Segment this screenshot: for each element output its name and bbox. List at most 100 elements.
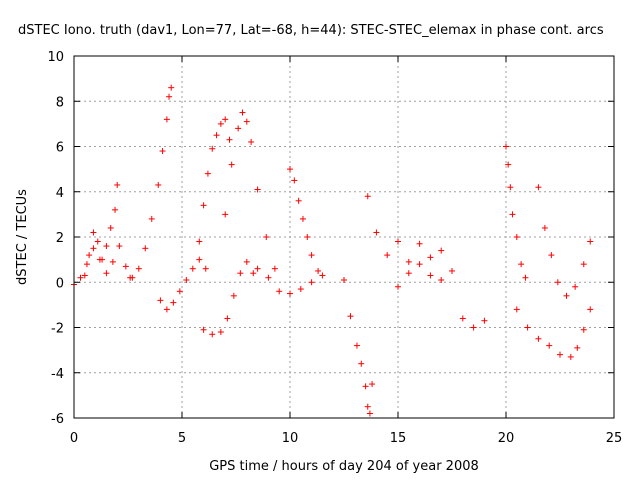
data-point — [112, 206, 119, 213]
data-point — [580, 261, 587, 268]
data-point — [276, 288, 283, 295]
data-point — [142, 245, 149, 252]
data-point — [90, 245, 97, 252]
data-point — [176, 288, 183, 295]
data-point — [503, 143, 509, 150]
data-point — [163, 116, 170, 123]
data-point — [548, 252, 555, 259]
data-point — [77, 274, 84, 281]
data-point — [319, 272, 326, 279]
data-point — [518, 261, 525, 268]
data-point — [196, 238, 203, 245]
data-point — [265, 274, 272, 281]
x-tick-label: 20 — [498, 431, 515, 446]
x-tick-label: 15 — [390, 431, 407, 446]
data-point — [200, 202, 207, 209]
x-tick-label: 10 — [282, 431, 299, 446]
data-point — [308, 252, 315, 259]
data-point — [168, 84, 175, 91]
data-point — [90, 229, 97, 236]
data-point — [122, 263, 129, 270]
data-point — [535, 335, 542, 342]
data-point — [263, 234, 270, 240]
data-point — [362, 383, 369, 390]
data-point — [449, 267, 455, 274]
data-point — [427, 272, 434, 279]
series-arc-09 — [287, 166, 322, 274]
data-point — [416, 240, 423, 247]
data-point — [580, 326, 587, 333]
data-point — [567, 353, 574, 360]
data-point — [369, 381, 376, 388]
data-point — [524, 324, 531, 331]
data-point — [83, 261, 90, 268]
y-tick-label: 10 — [47, 50, 64, 65]
data-point — [513, 306, 520, 313]
data-point — [438, 276, 445, 283]
data-point — [103, 270, 110, 277]
data-point — [291, 177, 298, 184]
data-point — [103, 243, 110, 250]
y-tick-label: -6 — [51, 412, 64, 427]
data-point — [295, 197, 302, 204]
data-point — [366, 410, 373, 417]
y-tick-label: 2 — [56, 231, 64, 246]
data-point — [395, 283, 401, 290]
data-point — [254, 265, 261, 272]
data-point — [254, 186, 261, 193]
data-point — [405, 270, 412, 277]
data-point — [81, 272, 88, 279]
series-arc-02 — [81, 181, 121, 279]
data-point — [315, 267, 322, 274]
data-point — [287, 166, 293, 173]
chart-title: dSTEC Iono. truth (dav1, Lon=77, Lat=-68… — [18, 23, 604, 38]
data-point — [587, 306, 594, 313]
data-point — [405, 258, 412, 265]
data-point — [250, 270, 257, 277]
data-point — [170, 299, 177, 306]
data-point — [235, 125, 242, 132]
y-axis-title: dSTEC / TECUs — [15, 189, 30, 285]
data-point — [114, 181, 121, 188]
data-point — [353, 342, 360, 349]
data-point — [228, 161, 235, 168]
data-point — [507, 184, 514, 191]
series-arc-05 — [196, 116, 233, 245]
data-point — [522, 274, 529, 281]
data-point — [230, 292, 237, 299]
data-point — [237, 270, 244, 277]
y-tick-label: -4 — [51, 367, 64, 382]
data-point — [513, 234, 520, 240]
series-arc-06 — [200, 258, 257, 338]
x-tick-label: 25 — [606, 431, 623, 446]
data-point — [572, 283, 579, 290]
data-point — [481, 317, 488, 324]
data-point — [204, 170, 211, 177]
data-point — [297, 286, 304, 293]
x-tick-labels: 0 5 10 15 20 25 — [70, 431, 622, 446]
data-point — [535, 184, 542, 191]
y-tick-labels: -6 -4 -2 0 2 4 6 8 10 — [47, 50, 64, 427]
data-point — [438, 247, 445, 254]
data-point — [217, 120, 224, 127]
series-arc-10 — [341, 276, 376, 417]
data-point — [157, 297, 164, 304]
data-point — [299, 215, 306, 222]
data-point — [222, 211, 229, 218]
series-arc-04 — [157, 256, 209, 313]
series-arc-03 — [127, 84, 175, 281]
data-point — [308, 279, 315, 286]
data-point — [196, 256, 203, 263]
data-point — [427, 254, 434, 261]
data-point — [127, 274, 134, 281]
y-tick-label: 0 — [56, 276, 64, 291]
data-point — [159, 148, 166, 155]
data-point — [209, 145, 216, 152]
data-point — [509, 211, 516, 218]
data-point — [116, 243, 123, 250]
data-point — [94, 238, 101, 245]
data-point — [135, 265, 142, 272]
y-tick-label: 8 — [56, 95, 64, 110]
data-point — [209, 331, 216, 338]
